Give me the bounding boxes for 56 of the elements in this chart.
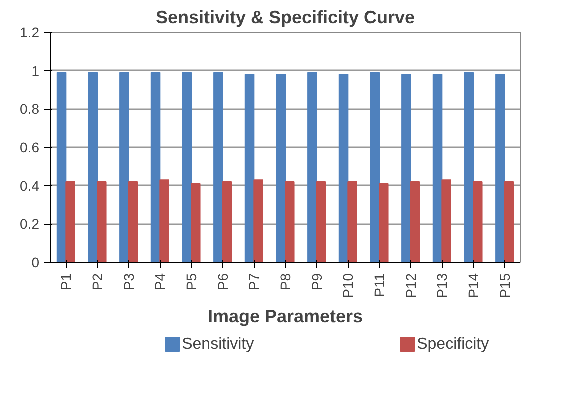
- bar: [464, 72, 474, 262]
- x-tick-label: P11: [372, 273, 388, 298]
- y-tick-label: 0.6: [20, 140, 40, 156]
- bar: [150, 72, 161, 262]
- bar: [88, 72, 98, 262]
- bar: [182, 72, 192, 262]
- chart-title: Sensitivity & Specificity Curve: [156, 8, 416, 28]
- bar: [222, 182, 232, 262]
- x-tick-label: P3: [120, 273, 137, 291]
- x-tick-label: P12: [402, 273, 419, 298]
- x-tick-label: P2: [90, 273, 106, 291]
- x-tick-label: P1: [58, 273, 74, 291]
- legend-label: Specificity: [417, 336, 490, 353]
- y-tick-label: 0.4: [20, 178, 40, 194]
- bar: [191, 183, 201, 262]
- bar: [254, 180, 264, 262]
- bar: [128, 182, 138, 262]
- x-tick-label: P4: [152, 273, 168, 291]
- bar: [473, 182, 483, 262]
- y-tick-label: 1.2: [20, 24, 40, 40]
- bar: [504, 182, 514, 262]
- bar: [402, 74, 412, 262]
- x-tick-label: P6: [214, 273, 231, 291]
- bar: [120, 72, 130, 262]
- bar: [496, 74, 506, 262]
- bar: [370, 72, 380, 262]
- bar: [160, 180, 170, 262]
- bar: [66, 182, 76, 262]
- x-axis-title: Image Parameters: [208, 306, 364, 326]
- bar: [432, 74, 443, 262]
- y-tick-label: 0: [32, 254, 40, 270]
- bar: [56, 72, 67, 262]
- y-tick-label: 1: [32, 62, 40, 79]
- bar: [442, 180, 452, 262]
- y-tick-label: 0.8: [20, 101, 40, 118]
- bar: [214, 72, 224, 262]
- x-tick-label: P9: [308, 273, 325, 291]
- bar: [276, 74, 286, 262]
- bar: [244, 74, 255, 262]
- legend-label: Sensitivity: [182, 336, 254, 353]
- bar: [308, 72, 318, 262]
- x-tick-label: P15: [496, 273, 513, 298]
- x-tick-label: P8: [278, 273, 294, 291]
- bar: [338, 74, 349, 262]
- bar: [379, 183, 389, 262]
- x-tick-label: P5: [184, 273, 200, 291]
- bar: [316, 182, 326, 262]
- x-tick-label: P13: [434, 273, 450, 298]
- y-tick-label: 0.2: [20, 216, 40, 232]
- x-tick-label: P10: [340, 273, 356, 298]
- bar: [97, 182, 107, 262]
- bar: [410, 182, 420, 262]
- x-tick-label: P14: [466, 273, 482, 298]
- bar: [348, 182, 358, 262]
- bar: [285, 182, 295, 262]
- x-tick-label: P7: [246, 273, 262, 291]
